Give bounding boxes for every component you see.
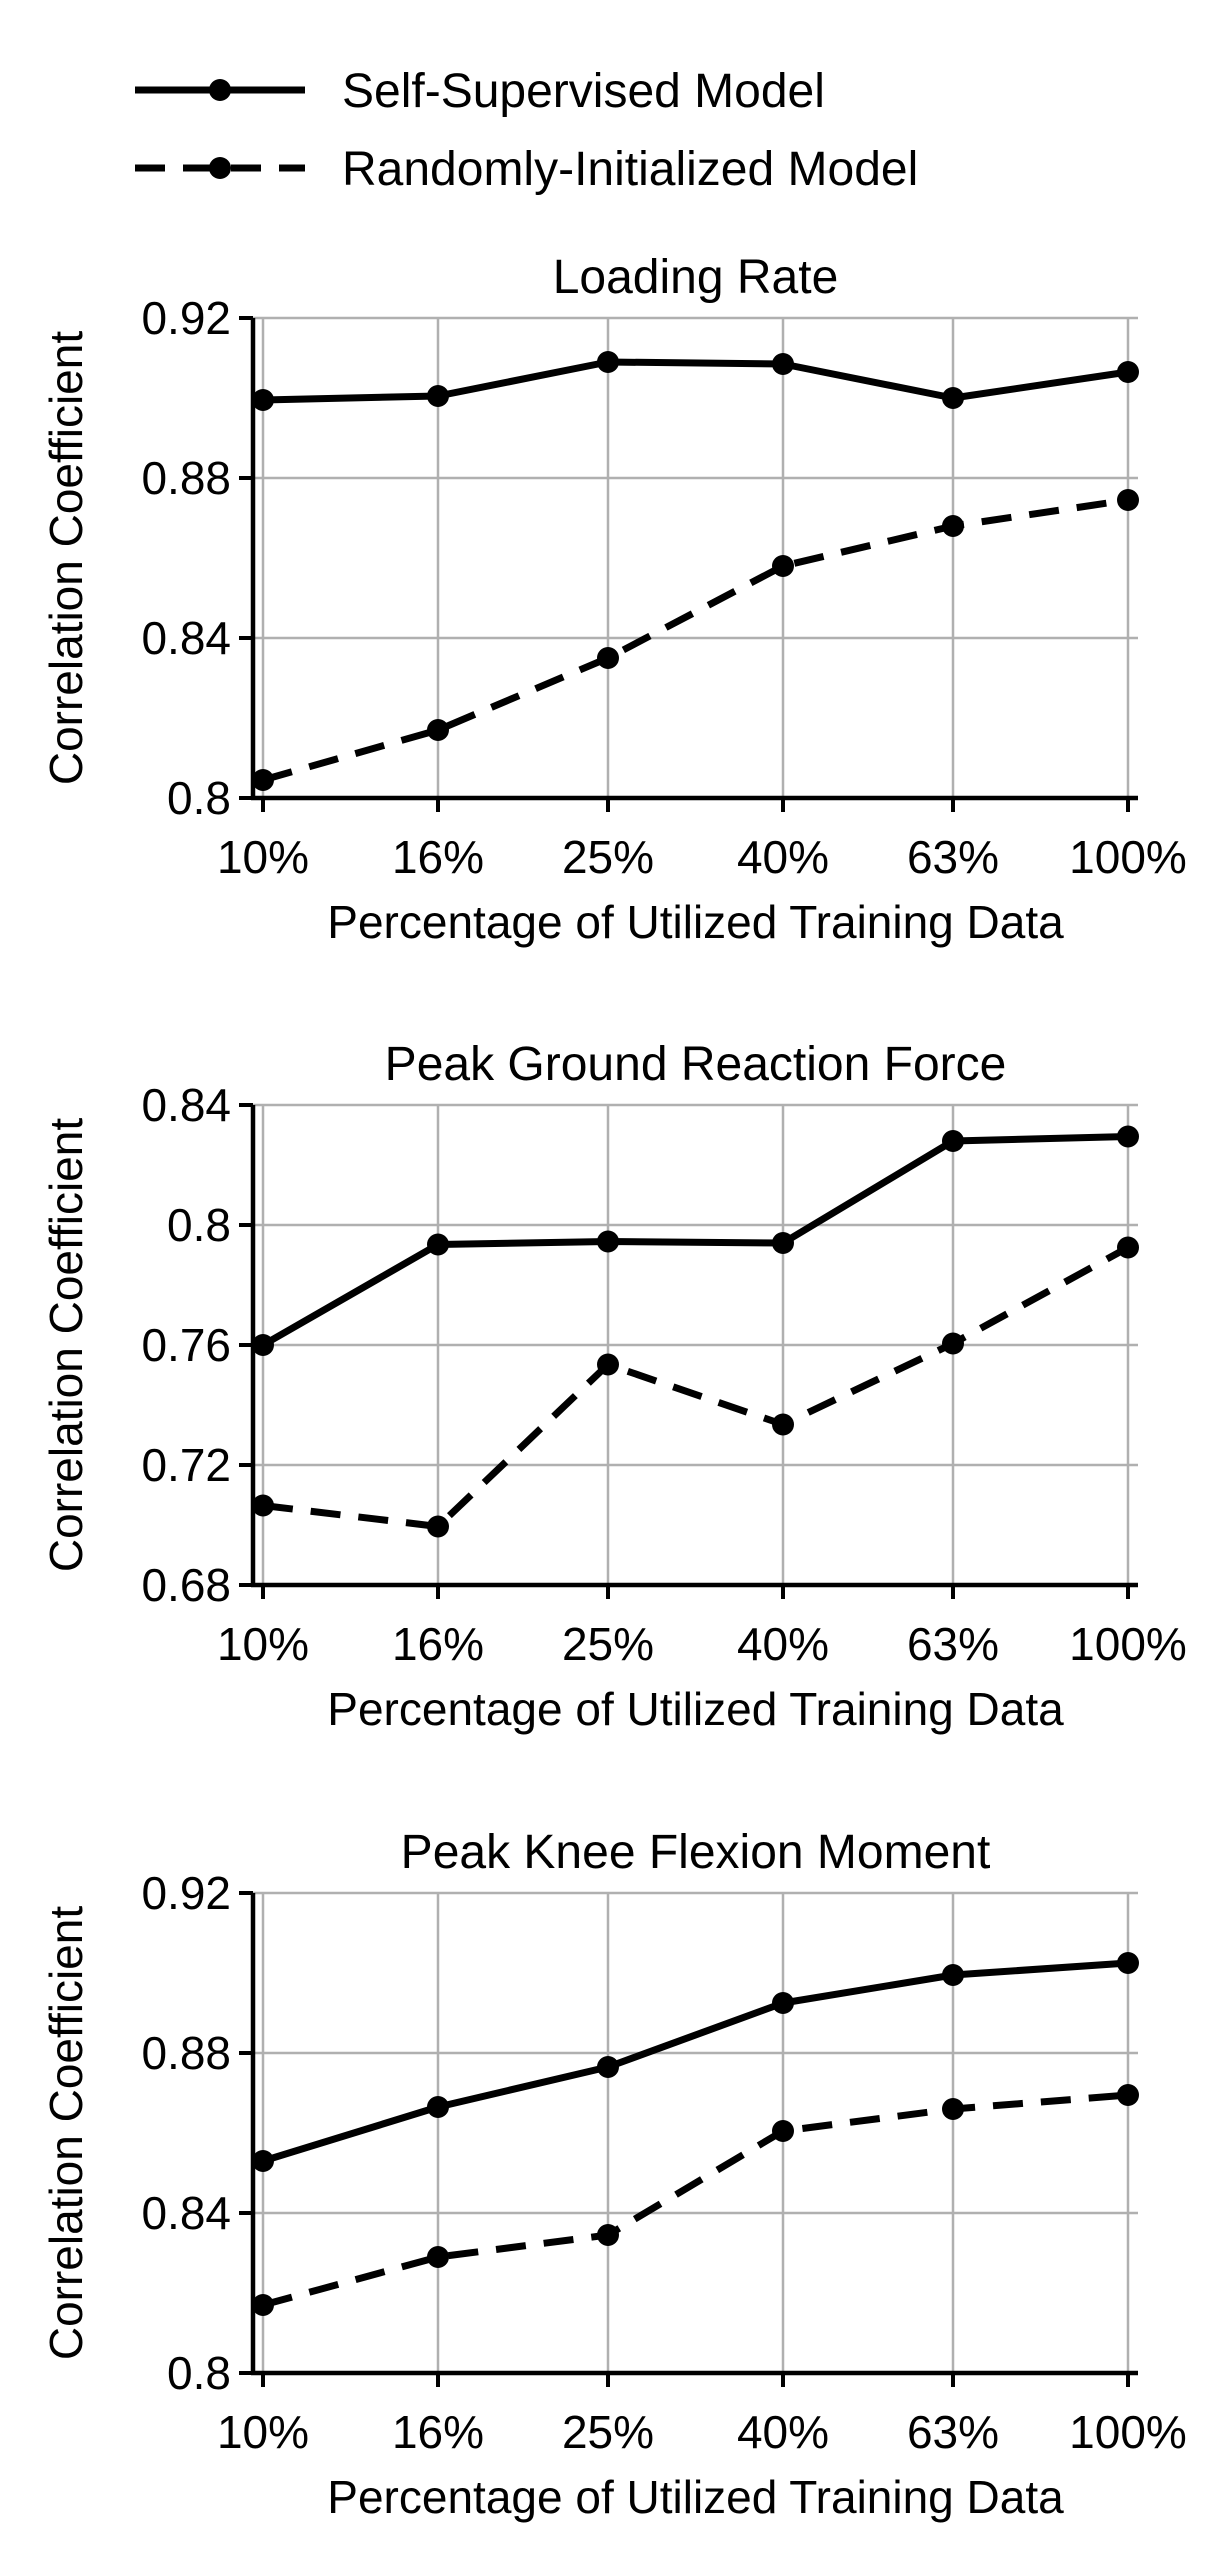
y-tick-label: 0.76 <box>141 1319 231 1371</box>
self-supervised-data-point <box>427 1233 449 1256</box>
self-supervised-data-point <box>942 1964 964 1986</box>
self-supervised-data-point <box>1117 361 1139 383</box>
self-supervised-data-point <box>427 2096 449 2118</box>
x-tick-label: 40% <box>737 2406 829 2458</box>
x-tick-label: 25% <box>562 2406 654 2458</box>
panel-1: 0.8 0.84 0.88 0.92 10% 16% 25% 40% 63% 100% Loadin… <box>40 251 1187 948</box>
y-axis-label: Correlation Coefficient <box>40 331 92 785</box>
chart-panels: 0.8 0.84 0.88 0.92 10% 16% 25% 40% 63% 100% Loadin… <box>40 251 1187 2523</box>
y-axis-label: Correlation Coefficient <box>40 1118 92 1572</box>
randomly-initialized-data-point <box>772 555 794 577</box>
x-axis-label: Percentage of Utilized Training Data <box>327 1683 1064 1735</box>
self-supervised-data-point <box>942 1130 964 1152</box>
self-supervised-data-point <box>252 389 274 411</box>
x-tick-label: 25% <box>562 831 654 883</box>
self-supervised-series-line <box>262 358 1129 404</box>
self-supervised-data-point <box>1117 1952 1139 1974</box>
x-tick-label: 16% <box>392 1618 484 1670</box>
self-supervised-data-point <box>1117 1125 1139 1148</box>
self-supervised-series-line <box>261 1959 1129 2165</box>
x-tick-label: 25% <box>562 1618 654 1670</box>
randomly-initialized-data-point <box>597 2224 619 2246</box>
randomly-initialized-data-point <box>1117 1236 1139 1259</box>
self-supervised-data-point <box>597 2056 619 2078</box>
chart-title: Peak Knee Flexion Moment <box>401 1826 991 1879</box>
x-tick-label: 63% <box>907 831 999 883</box>
self-supervised-data-point <box>772 1232 794 1254</box>
y-tick-label: 0.84 <box>141 2187 231 2239</box>
panel-3: 0.8 0.84 0.88 0.92 10% 16% 25% 40% 63% 100% Peak K… <box>40 1826 1187 2523</box>
x-tick-label: 16% <box>392 831 484 883</box>
y-tick-label: 0.92 <box>141 292 231 344</box>
self-supervised-data-point <box>597 1230 619 1253</box>
randomly-initialized-data-point <box>252 769 274 791</box>
legend-solid-marker <box>209 79 231 101</box>
randomly-initialized-data-point <box>597 647 619 669</box>
randomly-initialized-data-point <box>427 1515 449 1538</box>
self-supervised-data-point <box>772 353 794 375</box>
x-tick-label: 63% <box>907 2406 999 2458</box>
x-tick-label: 63% <box>907 1618 999 1670</box>
y-tick-label: 0.8 <box>167 2347 231 2399</box>
randomly-initialized-data-point <box>1117 489 1139 511</box>
y-tick-label: 0.88 <box>141 2027 231 2079</box>
chart-title: Loading Rate <box>553 251 839 304</box>
self-supervised-data-point <box>252 1334 274 1356</box>
x-tick-label: 100% <box>1069 2406 1187 2458</box>
x-tick-label: 10% <box>217 1618 309 1670</box>
y-tick-label: 0.68 <box>141 1559 231 1611</box>
self-supervised-data-point <box>942 387 964 409</box>
randomly-initialized-data-point <box>252 2294 274 2316</box>
x-axis-label: Percentage of Utilized Training Data <box>327 896 1064 948</box>
randomly-initialized-series-line <box>262 1244 1130 1530</box>
y-tick-label: 0.8 <box>167 1199 231 1251</box>
self-supervised-data-point <box>427 385 449 407</box>
chart-title: Peak Ground Reaction Force <box>385 1038 1007 1091</box>
randomly-initialized-data-point <box>942 1332 964 1355</box>
self-supervised-data-point <box>772 1992 794 2014</box>
y-axis-label: Correlation Coefficient <box>40 1906 92 2360</box>
legend-dashed-marker <box>209 157 231 179</box>
y-tick-label: 0.84 <box>141 612 231 664</box>
self-supervised-series-line <box>261 1133 1129 1349</box>
randomly-initialized-data-point <box>772 1413 794 1436</box>
randomly-initialized-data-point <box>427 2246 449 2268</box>
x-tick-label: 40% <box>737 1618 829 1670</box>
self-supervised-data-point <box>597 351 619 373</box>
x-tick-label: 100% <box>1069 1618 1187 1670</box>
x-tick-label: 10% <box>217 831 309 883</box>
y-tick-label: 0.8 <box>167 772 231 824</box>
legend-label-randomly-initialized: Randomly-Initialized Model <box>342 143 918 196</box>
legend-label-self-supervised: Self-Supervised Model <box>342 65 825 118</box>
x-tick-label: 40% <box>737 831 829 883</box>
randomly-initialized-data-point <box>597 1353 619 1376</box>
randomly-initialized-data-point <box>942 515 964 537</box>
randomly-initialized-series-line <box>262 2091 1129 2309</box>
self-supervised-data-point <box>252 2150 274 2172</box>
y-tick-label: 0.88 <box>141 452 231 504</box>
randomly-initialized-data-point <box>1117 2084 1139 2106</box>
randomly-initialized-data-point <box>252 1494 274 1517</box>
x-tick-label: 10% <box>217 2406 309 2458</box>
y-tick-label: 0.72 <box>141 1439 231 1491</box>
randomly-initialized-data-point <box>942 2098 964 2120</box>
y-tick-label: 0.92 <box>141 1867 231 1919</box>
randomly-initialized-series-line <box>262 496 1129 784</box>
legend: Self-Supervised Model Randomly-Initializ… <box>135 65 918 196</box>
x-tick-label: 16% <box>392 2406 484 2458</box>
randomly-initialized-data-point <box>772 2120 794 2142</box>
x-axis-label: Percentage of Utilized Training Data <box>327 2471 1064 2523</box>
y-tick-label: 0.84 <box>141 1079 231 1131</box>
x-tick-label: 100% <box>1069 831 1187 883</box>
randomly-initialized-data-point <box>427 719 449 741</box>
